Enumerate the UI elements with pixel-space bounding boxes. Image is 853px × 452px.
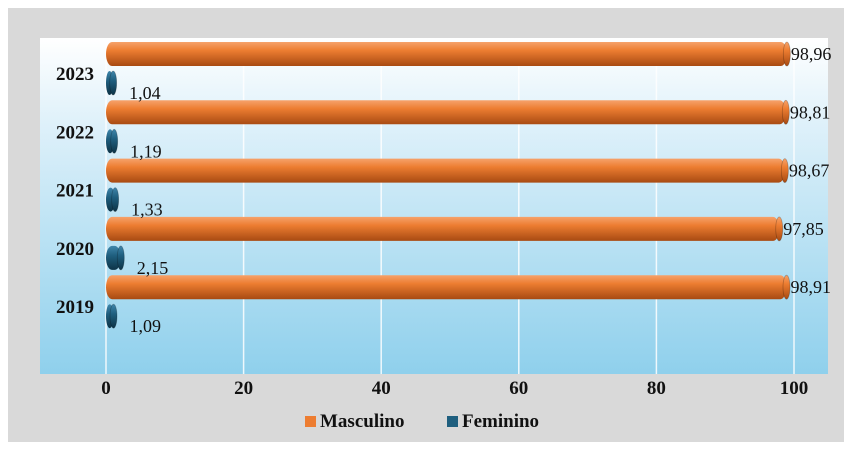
bar-end-cap <box>111 187 120 213</box>
bar-chart: 0 20 40 60 80 100 2023 98,96 1,04 2022 98,81 1,19 20… <box>40 38 831 432</box>
data-label: 98,96 <box>791 44 832 64</box>
bar-end-cap <box>775 216 784 242</box>
bar-end-cap <box>781 99 790 125</box>
y-category-label: 2021 <box>56 181 94 202</box>
legend-swatch-masculino <box>305 416 316 427</box>
gridlines <box>105 38 795 374</box>
data-label: 98,81 <box>790 102 831 122</box>
y-category-label: 2023 <box>56 64 94 85</box>
x-tick-label: 80 <box>647 378 666 399</box>
data-label: 1,33 <box>131 200 163 220</box>
labels: 0 20 40 60 80 100 2023 98,96 1,04 2022 98,81 1,19 20… <box>56 44 831 399</box>
legend: Masculino Feminino <box>305 411 539 432</box>
bar-end-cap <box>110 128 119 154</box>
legend-label-masculino: Masculino <box>320 411 404 432</box>
bar-masculino <box>106 216 780 241</box>
bars <box>106 41 791 329</box>
x-tick-label: 100 <box>780 378 809 399</box>
bar-end-cap <box>109 303 118 329</box>
bar-end-cap <box>116 245 125 271</box>
x-tick-label: 0 <box>101 378 111 399</box>
bar-end-cap <box>782 41 791 67</box>
bar-end-cap <box>782 274 791 300</box>
bar-end-cap <box>780 158 789 184</box>
bar-end-cap <box>109 70 118 96</box>
bar-masculino <box>106 42 787 66</box>
legend-swatch-feminino <box>447 416 458 427</box>
x-tick-label: 60 <box>509 378 528 399</box>
data-label: 1,04 <box>129 83 161 103</box>
bar-feminino <box>106 245 121 270</box>
bar-masculino <box>106 100 786 125</box>
data-label: 98,91 <box>791 277 832 297</box>
data-label: 1,09 <box>129 316 161 336</box>
data-label: 97,85 <box>783 219 824 239</box>
plot-area <box>40 38 828 374</box>
y-category-label: 2019 <box>56 297 94 318</box>
x-tick-label: 20 <box>234 378 253 399</box>
bar-masculino <box>106 158 785 183</box>
data-label: 1,19 <box>130 141 162 161</box>
x-tick-label: 40 <box>372 378 391 399</box>
bar-masculino <box>106 275 787 300</box>
data-label: 2,15 <box>137 258 169 278</box>
data-label: 98,67 <box>789 161 830 181</box>
y-category-label: 2020 <box>56 239 94 260</box>
legend-label-feminino: Feminino <box>462 411 539 432</box>
chart-frame: 0 20 40 60 80 100 2023 98,96 1,04 2022 98,81 1,19 20… <box>8 8 844 442</box>
y-category-label: 2022 <box>56 122 94 143</box>
